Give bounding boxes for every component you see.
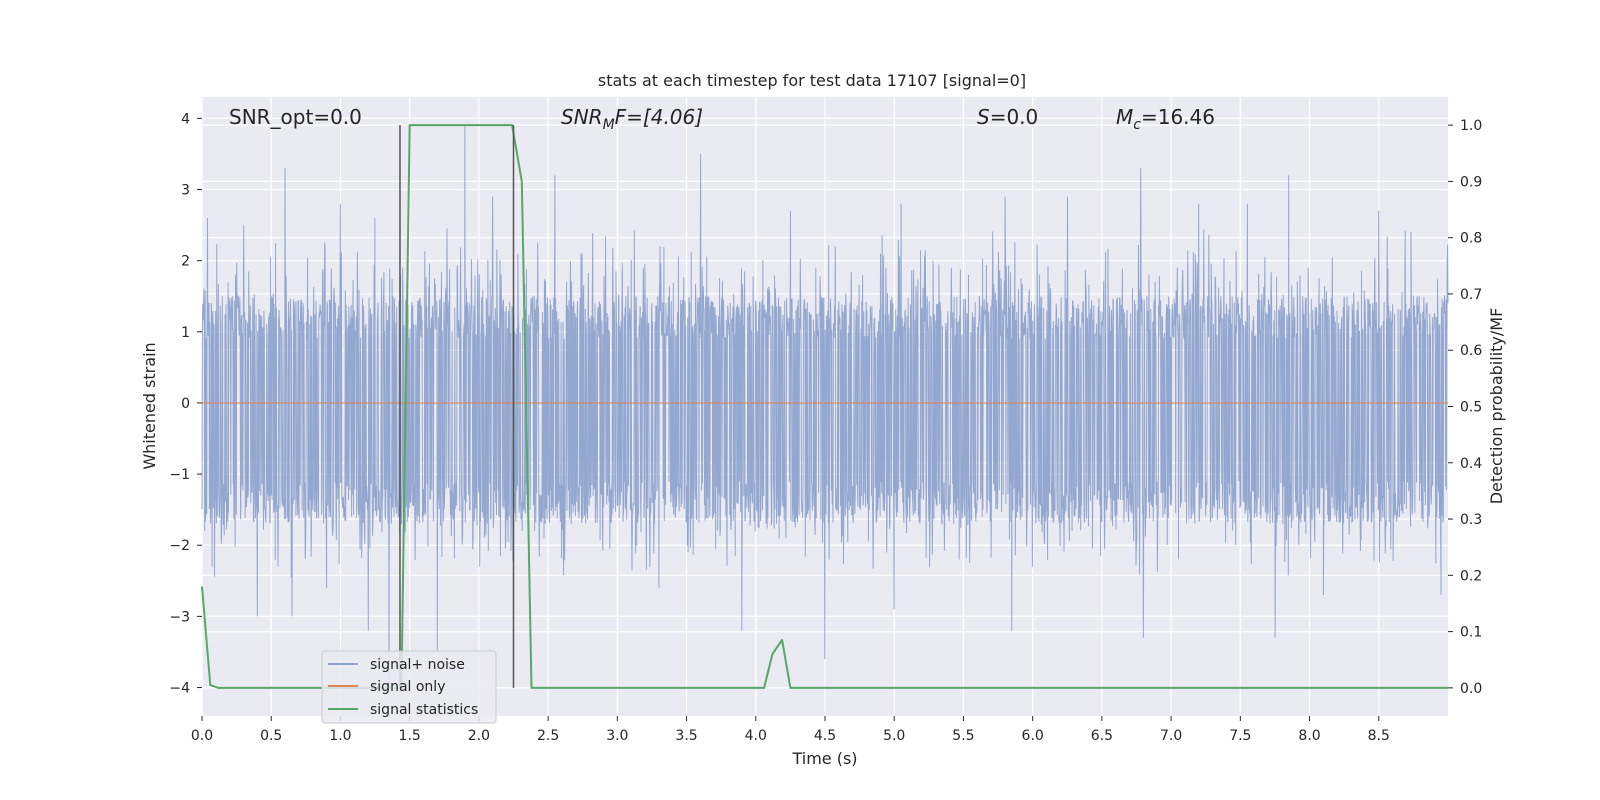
legend-box — [321, 650, 497, 724]
x-tick-label-16: 8.0 — [1298, 728, 1320, 744]
annotation-mc: Mc=16.46 — [1116, 105, 1215, 133]
chart-title: stats at each timestep for test data 171… — [598, 71, 1026, 90]
annotation-snr-mf: SNRMF=[4.06] — [561, 105, 703, 133]
x-tick-label-0: 0.0 — [191, 728, 213, 744]
yl-tick-label-6: −2 — [169, 538, 190, 554]
series-signal-noise — [201, 125, 1449, 688]
annotation-s-main: S — [977, 105, 990, 129]
series-signal-statistics — [201, 124, 1448, 689]
yr-tick-label-5: 0.5 — [1460, 400, 1482, 416]
yl-tick-label-1: 3 — [181, 182, 190, 198]
x-tick-label-12: 6.0 — [1022, 728, 1044, 744]
legend-entry-signal-only: signal only — [370, 679, 445, 695]
x-axis-label: Time (s) — [791, 749, 857, 768]
annotation-s-tail: =0.0 — [990, 105, 1039, 129]
x-tick-label-6: 3.0 — [606, 728, 628, 744]
annotation-snr-mf-sub: M — [603, 117, 615, 133]
vertical-markers — [399, 125, 515, 688]
x-tick-label-3: 1.5 — [399, 728, 421, 744]
yr-tick-label-2: 0.8 — [1460, 231, 1482, 247]
yl-tick-label-2: 2 — [181, 254, 190, 270]
x-tick-label-15: 7.5 — [1229, 728, 1251, 744]
signal-statistics-line — [201, 124, 1448, 689]
x-tick-label-7: 3.5 — [675, 728, 697, 744]
yl-tick-label-0: 4 — [181, 111, 190, 127]
yl-tick-label-3: 1 — [181, 325, 190, 341]
annotation-snr-mf-main: SNR — [561, 105, 603, 129]
x-tick-label-9: 4.5 — [814, 728, 836, 744]
x-tick-label-4: 2.0 — [468, 728, 490, 744]
yr-tick-label-8: 0.2 — [1460, 568, 1482, 584]
annotation-mc-tail: =16.46 — [1141, 105, 1215, 129]
x-tick-label-8: 4.0 — [745, 728, 767, 744]
annotation-mc-sub: c — [1133, 117, 1141, 133]
y-left-axis-ticks: 4 3 2 1 0 −1 −2 −3 −4 — [169, 111, 202, 697]
yl-tick-label-8: −4 — [169, 681, 190, 697]
yr-tick-label-9: 0.1 — [1460, 625, 1482, 641]
yr-tick-label-3: 0.7 — [1460, 287, 1482, 303]
annotation-mc-main: M — [1116, 105, 1133, 129]
yr-tick-label-7: 0.3 — [1460, 512, 1482, 528]
y-left-axis-label: Whitened strain — [140, 342, 159, 469]
x-tick-label-14: 7.0 — [1160, 728, 1182, 744]
legend: signal+ noise signal only signal statist… — [321, 650, 497, 724]
yl-tick-label-5: −1 — [169, 467, 190, 483]
y-right-axis-label: Detection probability/MF — [1487, 308, 1506, 505]
x-tick-label-13: 6.5 — [1091, 728, 1113, 744]
yr-tick-label-10: 0.0 — [1460, 681, 1482, 697]
yl-tick-label-7: −3 — [169, 609, 190, 625]
yr-tick-label-0: 1.0 — [1460, 118, 1482, 134]
y-right-axis-ticks: 1.0 0.9 0.8 0.7 0.6 0.5 0.4 0.3 0.2 0.1 0.0 — [1448, 118, 1482, 697]
x-tick-label-17: 8.5 — [1368, 728, 1390, 744]
x-tick-label-10: 5.0 — [883, 728, 905, 744]
annotations: SNR_opt=0.0 SNRMF=[4.06] S=0.0 Mc=16.46 — [229, 105, 1215, 133]
annotation-s: S=0.0 — [977, 105, 1038, 129]
x-tick-label-2: 1.0 — [329, 728, 351, 744]
yr-tick-label-4: 0.6 — [1460, 343, 1482, 359]
x-axis-ticks: 0.0 0.5 1.0 1.5 2.0 2.5 3.0 3.5 4.0 4.5 5.0 5.5 6.0 6… — [191, 716, 1390, 744]
legend-entry-signal-statistics: signal statistics — [370, 702, 478, 718]
chart-title-group: stats at each timestep for test data 171… — [598, 71, 1026, 90]
noise-trace — [201, 125, 1449, 688]
annotation-snr-opt: SNR_opt=0.0 — [229, 105, 362, 129]
yr-tick-label-6: 0.4 — [1460, 456, 1482, 472]
legend-entry-signal-noise: signal+ noise — [370, 657, 465, 673]
x-tick-label-1: 0.5 — [260, 728, 282, 744]
yr-tick-label-1: 0.9 — [1460, 174, 1482, 190]
x-tick-label-5: 2.5 — [537, 728, 559, 744]
yl-tick-label-4: 0 — [181, 396, 190, 412]
x-tick-label-11: 5.5 — [952, 728, 974, 744]
annotation-snr-mf-tail: F=[4.06] — [615, 105, 703, 129]
